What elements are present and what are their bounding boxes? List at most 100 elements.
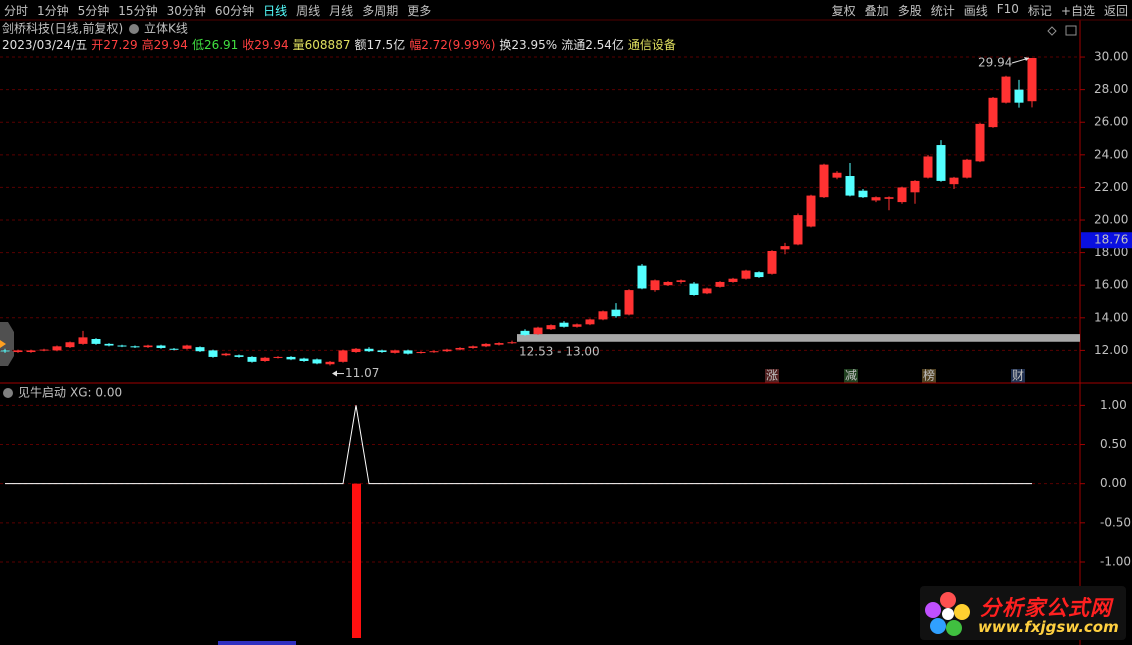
candle-body xyxy=(728,278,738,282)
period-tab[interactable]: 5分钟 xyxy=(77,3,110,18)
candle-body xyxy=(429,351,439,353)
candle-body xyxy=(481,343,491,347)
candle-body xyxy=(312,359,322,364)
y-tick-label: -0.50 xyxy=(1100,515,1131,529)
period-tab[interactable]: 分时 xyxy=(4,3,29,18)
period-tab[interactable]: 日线 xyxy=(263,3,288,18)
period-tab[interactable]: 15分钟 xyxy=(118,3,158,18)
y-tick-label: 1.00 xyxy=(1100,398,1127,412)
tool-button[interactable]: 画线 xyxy=(963,3,988,18)
candle-body xyxy=(910,180,920,193)
event-label[interactable]: 涨 xyxy=(766,368,778,383)
candle-body xyxy=(52,346,62,351)
info-item: 高29.94 xyxy=(141,38,188,52)
tool-button[interactable]: 统计 xyxy=(930,3,955,18)
candle-body xyxy=(325,361,335,365)
tool-button[interactable]: 多股 xyxy=(897,3,922,18)
candle-body xyxy=(962,159,972,178)
y-tick-label: 12.00 xyxy=(1094,343,1128,357)
tool-button[interactable]: +自选 xyxy=(1060,3,1095,18)
candle-body xyxy=(1001,76,1011,103)
candle-body xyxy=(130,346,140,348)
candle-body xyxy=(871,197,881,201)
candle-body xyxy=(897,187,907,203)
info-item: 换23.95% xyxy=(499,38,558,52)
indicator-legend: XG: 0.00 xyxy=(70,386,122,400)
candle-body xyxy=(260,357,270,361)
candle-body xyxy=(780,246,790,250)
candle-body xyxy=(0,350,10,352)
candle-body xyxy=(650,280,660,291)
candle-body xyxy=(169,348,179,350)
tool-button[interactable]: 复权 xyxy=(831,3,856,18)
low-mark-label: 11.07 xyxy=(345,366,379,380)
candle-body xyxy=(182,345,192,349)
event-badge xyxy=(844,369,858,383)
candle-body xyxy=(741,270,751,279)
tool-button[interactable]: F10 xyxy=(996,1,1019,16)
y-tick-label: 16.00 xyxy=(1094,278,1128,292)
candle-body xyxy=(416,352,426,354)
period-tab[interactable]: 更多 xyxy=(407,3,432,18)
event-label[interactable]: 榜 xyxy=(923,368,935,383)
price-marker-box xyxy=(1081,232,1132,249)
tool-button[interactable]: 返回 xyxy=(1103,3,1128,18)
candle-body xyxy=(702,288,712,294)
side-handle[interactable] xyxy=(0,322,14,366)
candle-body xyxy=(338,350,348,362)
candle-body xyxy=(663,281,673,286)
period-tab[interactable]: 多周期 xyxy=(362,3,399,18)
y-tick-label: 0.00 xyxy=(1100,476,1127,490)
candle-body xyxy=(819,164,829,198)
candle-body xyxy=(208,350,218,357)
candle-body xyxy=(975,123,985,162)
period-tab[interactable]: 周线 xyxy=(296,3,321,18)
candle-body xyxy=(1027,58,1037,102)
y-tick-label: 22.00 xyxy=(1094,180,1128,194)
candle-body xyxy=(754,272,764,278)
candle-body xyxy=(923,156,933,178)
range-band-label: 12.53 - 13.00 xyxy=(519,344,600,358)
mode-icon[interactable] xyxy=(129,24,139,34)
panel-icon[interactable] xyxy=(1065,25,1077,36)
period-tab[interactable]: 30分钟 xyxy=(166,3,206,18)
diamond-icon[interactable] xyxy=(1047,26,1057,36)
candle-body xyxy=(195,347,205,352)
scroll-thumb[interactable] xyxy=(218,641,296,645)
quote-info: 2023/03/24/五 开27.29 高29.94 低26.91 收29.94 量608… xyxy=(2,36,676,53)
indicator-title: 见牛启动 xyxy=(18,385,66,400)
info-item: 流通2.54亿 xyxy=(561,38,624,52)
info-item: 收29.94 xyxy=(242,38,289,52)
period-tab[interactable]: 60分钟 xyxy=(214,3,255,18)
watermark-logo xyxy=(925,592,970,636)
info-item: 2023/03/24/五 xyxy=(2,38,88,52)
y-tick-label: 0.50 xyxy=(1100,437,1127,451)
event-label[interactable]: 财 xyxy=(1012,369,1024,383)
candle-body xyxy=(390,350,400,353)
period-tab[interactable]: 月线 xyxy=(329,3,354,18)
candle-body xyxy=(520,330,530,335)
candle-body xyxy=(286,356,296,360)
event-badge xyxy=(922,369,936,383)
tool-button[interactable]: 标记 xyxy=(1027,3,1052,18)
period-tab[interactable]: 1分钟 xyxy=(37,3,69,18)
candle-body xyxy=(988,97,998,128)
candle-body xyxy=(39,349,49,351)
mode-label[interactable]: 立体K线 xyxy=(144,21,188,36)
info-item: 通信设备 xyxy=(627,38,676,52)
info-item: 开27.29 xyxy=(91,38,138,52)
candle-body xyxy=(845,176,855,196)
toolbar: 分时 1分钟 5分钟 15分钟 30分钟 60分钟 日线 周线 月线 多周期 更多 复权 叠加 多股 统计… xyxy=(0,0,1132,20)
candle-body xyxy=(624,290,634,315)
candle-body xyxy=(767,250,777,274)
tool-button[interactable]: 叠加 xyxy=(864,3,889,18)
event-label[interactable]: 减 xyxy=(845,369,857,383)
candle-body xyxy=(351,348,361,353)
period-tabs: 分时 1分钟 5分钟 15分钟 30分钟 60分钟 日线 周线 月线 多周期 更多 xyxy=(0,2,435,19)
y-tick-label: 20.00 xyxy=(1094,213,1128,227)
candle-body xyxy=(442,349,452,352)
candle-body xyxy=(104,343,114,346)
indicator-icon[interactable] xyxy=(3,388,13,398)
